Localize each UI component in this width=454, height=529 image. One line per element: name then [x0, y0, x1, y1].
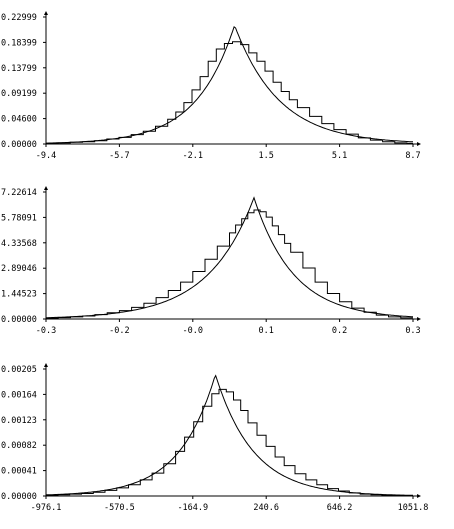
panel3-fitted-curve-series: [45, 374, 413, 496]
panel1-x-tick-label: -9.4: [36, 151, 56, 161]
panel3-x-tick-label: -164.9: [177, 503, 208, 513]
panel2-x-arrow: [417, 317, 421, 321]
panel3-y-tick-label: 0.00000: [1, 492, 37, 502]
panel3-y-tick-label: 0.00041: [1, 467, 37, 477]
panel2-x-tick-label: -0.2: [109, 326, 129, 336]
panel2-fitted-curve-series: [46, 196, 414, 319]
panel2-y-tick-label: 2.89046: [1, 264, 37, 274]
panel2-x-tick-label: -0.0: [183, 326, 203, 336]
panel3-x-tick-label: 240.6: [253, 503, 279, 513]
panel1-y-tick-label: 0.09199: [1, 89, 37, 99]
panel2-x-tick-label: 0.1: [259, 326, 274, 336]
panel3-y-tick-label: 0.00082: [1, 441, 37, 451]
panel1-x-arrow: [417, 142, 421, 146]
panel3-histogram-series: [45, 388, 413, 497]
panel1-histogram-series: [45, 41, 413, 144]
panel1-x-tick-label: 1.5: [259, 151, 274, 161]
panel1-x-tick-label: -5.7: [109, 151, 129, 161]
panel3-x-tick-label: 1051.8: [398, 503, 429, 513]
panel1-x-tick-label: 5.1: [332, 151, 347, 161]
panel3-y-tick-label: 0.00123: [1, 416, 37, 426]
panel2-y-tick-label: 5.78091: [1, 213, 37, 223]
panel2-x-tick-label: 0.3: [405, 326, 420, 336]
panel1-y-tick-label: 0.00000: [1, 140, 37, 150]
panel3-x-tick-label: 646.2: [327, 503, 353, 513]
panel3-x-tick-label: -570.5: [104, 503, 135, 513]
panel2-y-tick-label: 4.33568: [1, 239, 37, 249]
panel1-y-tick-label: 0.13799: [1, 64, 37, 74]
panel1-y-arrow: [44, 11, 48, 15]
panel2-x-tick-label: -0.3: [36, 326, 56, 336]
panel2-histogram-series: [45, 209, 413, 319]
panel1-x-tick-label: 8.7: [405, 151, 420, 161]
panel1-x-tick-label: -2.1: [183, 151, 203, 161]
panel2-y-tick-label: 7.22614: [1, 188, 37, 198]
panel3-y-arrow: [44, 363, 48, 367]
panel3-y-tick-label: 0.00205: [1, 365, 37, 375]
panel2-x-tick-label: 0.2: [332, 326, 347, 336]
panel2-y-tick-label: 0.00000: [1, 315, 37, 325]
panel1-y-tick-label: 0.22999: [1, 13, 37, 23]
panel2-y-arrow: [44, 186, 48, 190]
panel3-x-arrow: [417, 494, 421, 498]
panel2-y-tick-label: 1.44523: [1, 290, 37, 300]
panel1-fitted-curve-series: [46, 25, 414, 144]
panel3-y-tick-label: 0.00164: [1, 390, 37, 400]
panel1-y-tick-label: 0.18399: [1, 38, 37, 48]
panel1-y-tick-label: 0.04600: [1, 115, 37, 125]
panel3-x-tick-label: -976.1: [31, 503, 62, 513]
